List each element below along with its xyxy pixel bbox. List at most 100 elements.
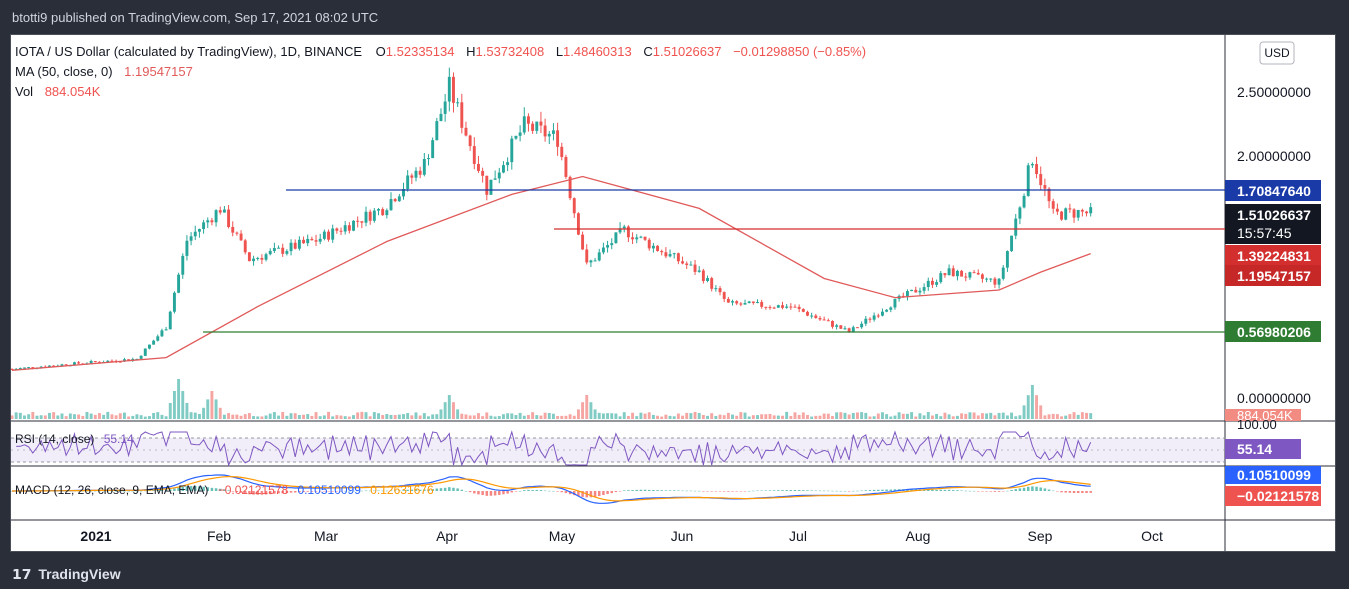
volume-bar: [285, 415, 289, 419]
macd-histogram-bar: [593, 491, 597, 497]
candle-body: [418, 170, 422, 175]
macd-histogram-bar: [639, 489, 643, 491]
candle-body: [781, 305, 784, 308]
volume-bar: [418, 415, 422, 419]
volume-bar: [435, 414, 439, 419]
macd-histogram-bar: [989, 491, 992, 492]
candle-body: [1076, 209, 1080, 218]
candle-body: [60, 364, 64, 366]
volume-bar: [955, 415, 959, 419]
volume-bar: [764, 414, 768, 419]
candle-body: [335, 228, 339, 231]
price-axis-label: 2.50000000: [1237, 84, 1311, 100]
volume-bar: [218, 407, 222, 419]
candle-body: [522, 116, 526, 133]
volume-bar: [610, 413, 614, 419]
candle-body: [964, 276, 968, 278]
candle-body: [1068, 208, 1072, 210]
volume-bar: [64, 416, 68, 419]
macd-histogram-bar: [335, 491, 339, 492]
macd-histogram-bar: [722, 491, 726, 492]
volume-bar: [864, 412, 868, 419]
volume-bar: [335, 415, 339, 419]
volume-bar: [447, 395, 451, 419]
volume-bar: [681, 415, 685, 419]
volume-bar: [847, 414, 851, 419]
macd-histogram-bar: [481, 491, 484, 496]
volume-bar: [60, 413, 64, 419]
candle-body: [118, 361, 122, 363]
candle-body: [1047, 188, 1051, 202]
macd-histogram-bar: [1035, 486, 1038, 491]
volume-bar: [322, 415, 326, 419]
volume-bar: [885, 414, 889, 419]
macd-histogram-bar: [560, 491, 564, 493]
volume-bar: [576, 409, 580, 419]
price-chart[interactable]: IOTA / US Dollar (calculated by TradingV…: [10, 35, 1335, 551]
macd-value-tag-text: 0.10510099: [1237, 467, 1311, 483]
macd-histogram-bar: [164, 489, 168, 491]
volume-bar: [964, 413, 968, 419]
macd-histogram-bar: [527, 489, 530, 491]
candle-body: [501, 165, 505, 173]
candle-body: [143, 348, 147, 356]
volume-bar: [589, 402, 593, 419]
chart-frame[interactable]: IOTA / US Dollar (calculated by TradingV…: [10, 34, 1336, 552]
macd-histogram-bar: [1010, 489, 1013, 491]
candle-body: [393, 199, 397, 202]
candle-body: [997, 278, 1001, 285]
macd-histogram-bar: [552, 490, 555, 492]
macd-histogram-bar: [827, 490, 830, 492]
macd-histogram-bar: [802, 490, 805, 491]
candle-body: [914, 289, 918, 293]
volume-bar: [889, 416, 893, 419]
volume-bar: [751, 415, 755, 419]
volume-bar: [343, 416, 347, 419]
volume-bar: [1018, 415, 1022, 419]
candle-body: [935, 282, 939, 285]
volume-bar: [252, 416, 256, 419]
candle-body: [1089, 207, 1093, 214]
macd-histogram-bar: [1056, 491, 1059, 492]
macd-histogram-bar: [402, 490, 405, 491]
macd-histogram-bar: [889, 489, 893, 491]
volume-bar: [93, 414, 97, 419]
macd-histogram-bar: [285, 491, 289, 494]
volume-bar: [406, 413, 410, 419]
macd-histogram-bar: [977, 491, 980, 492]
tradingview-logo[interactable]: 𝟭𝟳 TradingView: [12, 566, 121, 583]
volume-bar: [518, 412, 522, 419]
candle-body: [189, 236, 193, 241]
currency-button[interactable]: [1259, 41, 1295, 65]
volume-bar: [826, 413, 830, 419]
macd-histogram-bar: [156, 489, 160, 491]
macd-histogram-bar: [927, 489, 930, 491]
macd-histogram-bar: [1081, 491, 1084, 494]
macd-histogram-bar: [1043, 488, 1047, 491]
candle-body: [826, 320, 830, 322]
macd-histogram-bar: [293, 491, 297, 493]
volume-bar: [514, 415, 518, 419]
macd-histogram-bar: [218, 488, 222, 491]
volume-bar: [202, 407, 206, 419]
volume-bar: [547, 412, 551, 419]
candle-body: [202, 222, 206, 230]
vol-legend: Vol 884.054K: [15, 84, 101, 99]
volume-bar: [856, 412, 859, 419]
volume-bar: [526, 414, 530, 419]
volume-bar: [414, 412, 418, 419]
macd-histogram-bar: [710, 491, 713, 492]
time-axis-label: Oct: [1141, 528, 1163, 544]
candle-body: [835, 325, 839, 327]
volume-bar: [147, 416, 151, 419]
currency-button-label[interactable]: USD: [1264, 46, 1290, 60]
volume-bar: [197, 413, 201, 419]
candle-body: [106, 360, 110, 363]
macd-histogram-bar: [443, 487, 447, 491]
volume-bar: [402, 414, 405, 419]
macd-histogram-bar: [464, 490, 468, 492]
volume-bar: [306, 414, 310, 419]
volume-bar: [102, 414, 106, 419]
macd-histogram-bar: [135, 490, 139, 492]
volume-bar: [814, 415, 818, 419]
